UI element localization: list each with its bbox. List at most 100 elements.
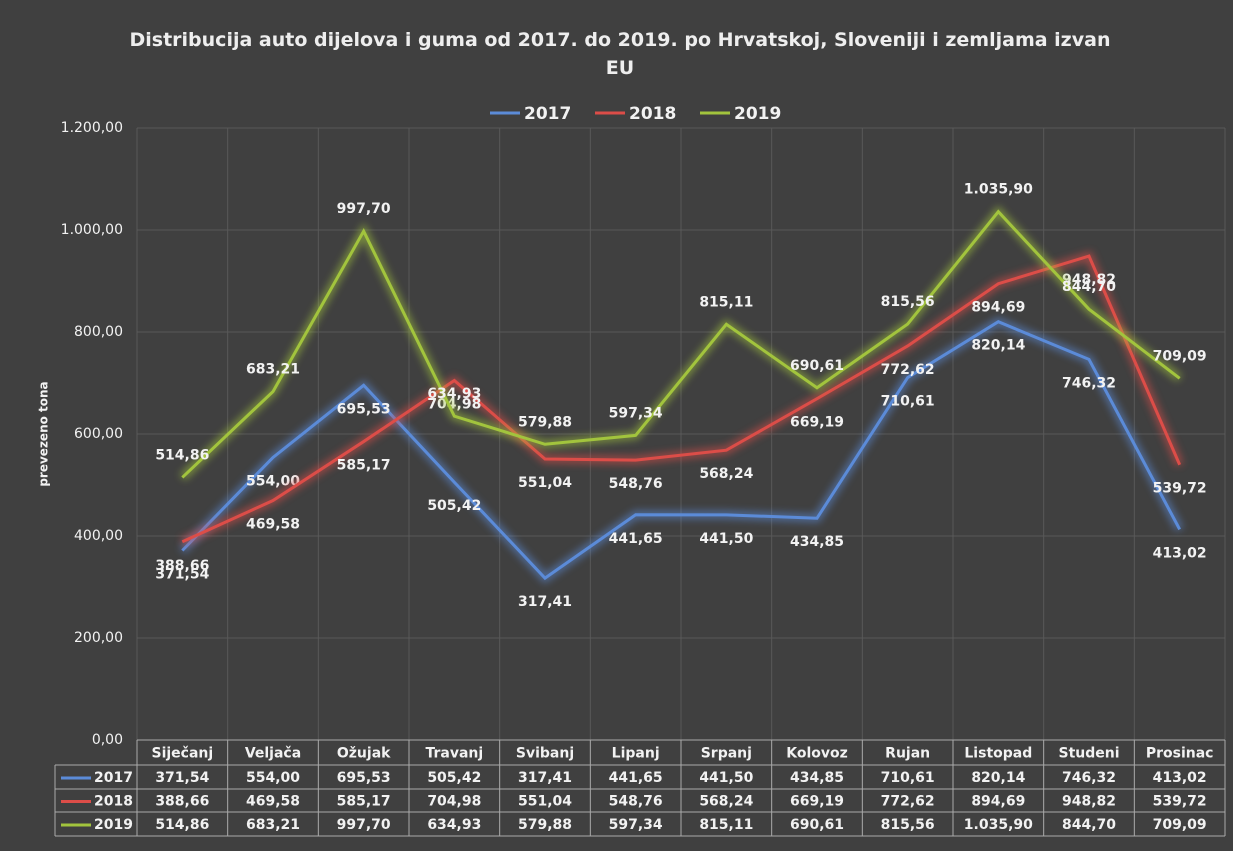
table-cell: 669,19	[790, 794, 844, 810]
table-cell: 746,32	[1062, 770, 1116, 786]
table-cell: 548,76	[609, 794, 663, 810]
data-label: 710,61	[881, 394, 935, 410]
table-series-name: 2017	[94, 770, 133, 786]
data-label: 441,65	[609, 531, 663, 547]
table-series-name: 2019	[94, 817, 133, 833]
data-label: 844,70	[1062, 279, 1116, 295]
data-label: 772,62	[881, 362, 935, 378]
data-label: 683,21	[246, 362, 300, 378]
table-cell: 597,34	[609, 817, 663, 833]
table-cell: 371,54	[155, 770, 209, 786]
data-label: 413,02	[1153, 545, 1207, 561]
data-label: 669,19	[790, 415, 844, 431]
data-label: 505,42	[427, 498, 481, 514]
x-tick-label: Lipanj	[612, 746, 660, 762]
data-label: 469,58	[246, 517, 300, 533]
data-label: 1.035,90	[964, 182, 1033, 198]
data-label: 815,56	[881, 294, 935, 310]
series-line	[181, 209, 1181, 479]
table-cell: 695,53	[337, 770, 391, 786]
data-label: 317,41	[518, 594, 572, 610]
data-label: 746,32	[1062, 375, 1116, 391]
data-label: 579,88	[518, 414, 572, 430]
table-cell: 997,70	[337, 817, 391, 833]
data-label: 551,04	[518, 475, 572, 491]
data-label: 815,11	[699, 294, 753, 310]
table-cell: 317,41	[518, 770, 572, 786]
table-cell: 388,66	[155, 794, 209, 810]
data-label: 948,82	[1062, 272, 1116, 288]
data-label: 539,72	[1153, 481, 1207, 497]
table-cell: 844,70	[1062, 817, 1116, 833]
data-label: 894,69	[971, 300, 1025, 316]
x-tick-label: Studeni	[1058, 746, 1119, 762]
x-tick-label: Veljača	[245, 746, 301, 762]
table-cell: 413,02	[1153, 770, 1207, 786]
x-tick-label: Siječanj	[151, 746, 213, 762]
legend-label: 2017	[524, 104, 571, 124]
x-tick-label: Kolovoz	[786, 746, 848, 762]
table-cell: 815,56	[881, 817, 935, 833]
table-cell: 469,58	[246, 794, 300, 810]
x-tick-label: Rujan	[885, 746, 930, 762]
table-cell: 514,86	[155, 817, 209, 833]
table-cell: 690,61	[790, 817, 844, 833]
y-tick-label: 400,00	[74, 528, 123, 544]
table-cell: 568,24	[699, 794, 753, 810]
table-cell: 579,88	[518, 817, 572, 833]
x-tick-label: Svibanj	[516, 746, 574, 762]
y-tick-label: 1.200,00	[61, 120, 123, 136]
table-cell: 539,72	[1153, 794, 1207, 810]
data-label: 695,53	[337, 401, 391, 417]
table-cell: 772,62	[881, 794, 935, 810]
table-cell: 585,17	[337, 794, 391, 810]
data-label: 997,70	[337, 201, 391, 217]
data-label: 634,93	[427, 386, 481, 402]
x-tick-label: Prosinac	[1146, 746, 1214, 762]
table-cell: 948,82	[1062, 794, 1116, 810]
table-cell: 554,00	[246, 770, 300, 786]
data-label: 690,61	[790, 358, 844, 374]
table-cell: 683,21	[246, 817, 300, 833]
table-cell: 441,50	[699, 770, 753, 786]
table-cell: 505,42	[427, 770, 481, 786]
legend-label: 2019	[734, 104, 781, 124]
data-label: 388,66	[155, 558, 209, 574]
table-cell: 434,85	[790, 770, 844, 786]
data-label: 554,00	[246, 473, 300, 489]
chart-title: Distribucija auto dijelova i guma od 201…	[129, 29, 1111, 79]
data-label: 585,17	[337, 458, 391, 474]
table-cell: 710,61	[881, 770, 935, 786]
x-tick-label: Srpanj	[701, 746, 752, 762]
x-tick-label: Travanj	[425, 746, 483, 762]
table-cell: 1.035,90	[964, 817, 1033, 833]
table-cell: 815,11	[699, 817, 753, 833]
data-label: 820,14	[971, 338, 1025, 354]
data-label: 704,98	[427, 396, 481, 412]
table-cell: 441,65	[609, 770, 663, 786]
data-label: 548,76	[609, 476, 663, 492]
data-label: 434,85	[790, 534, 844, 550]
series-line	[181, 320, 1181, 581]
data-label: 709,09	[1153, 348, 1207, 364]
table-cell: 709,09	[1153, 817, 1207, 833]
x-tick-label: Ožujak	[337, 746, 391, 762]
table-cell: 894,69	[971, 794, 1025, 810]
y-tick-label: 1.000,00	[61, 222, 123, 238]
y-tick-label: 0,00	[92, 732, 123, 748]
series-line	[181, 254, 1182, 544]
data-label: 597,34	[609, 405, 663, 421]
y-tick-label: 800,00	[74, 324, 123, 340]
table-cell: 704,98	[427, 794, 481, 810]
y-tick-label: 600,00	[74, 426, 123, 442]
legend-label: 2018	[629, 104, 676, 124]
table-cell: 551,04	[518, 794, 572, 810]
table-cell: 634,93	[427, 817, 481, 833]
table-cell: 820,14	[971, 770, 1025, 786]
table-series-name: 2018	[94, 794, 133, 810]
y-tick-label: 200,00	[74, 630, 123, 646]
data-label: 514,86	[155, 447, 209, 463]
data-label: 441,50	[699, 531, 753, 547]
